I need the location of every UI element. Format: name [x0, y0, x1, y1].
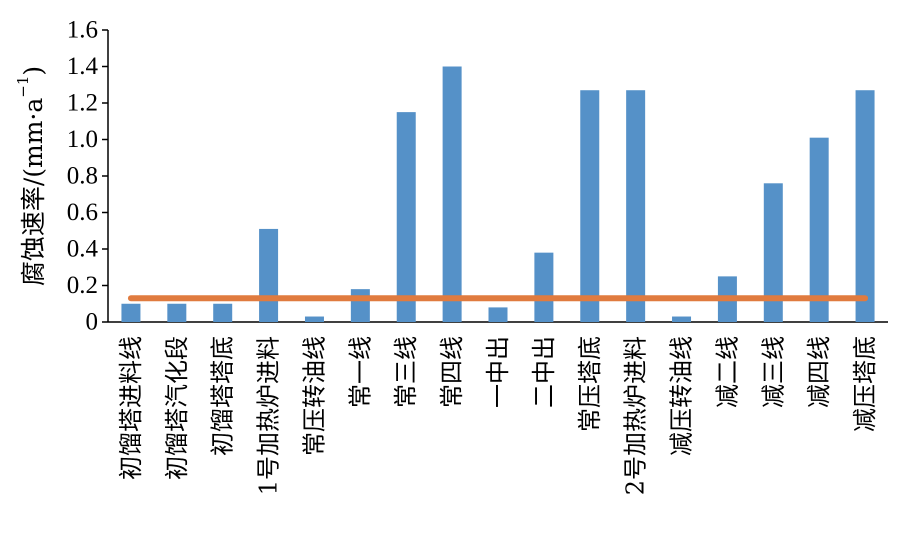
x-category-label: 初馏塔塔底 [209, 336, 237, 456]
y-axis-label-end: ) [19, 66, 48, 76]
x-category-label: 一中出 [484, 336, 512, 408]
bar [396, 112, 416, 322]
y-tick-label: 0.8 [67, 163, 98, 190]
y-tick-label: 1.0 [67, 126, 98, 153]
x-category-label: 常压转油线 [300, 336, 328, 456]
y-axis-label-base: 腐蚀速率/(mm·a [19, 98, 48, 287]
x-category-label: 减三线 [759, 336, 787, 408]
bar [809, 137, 829, 322]
y-tick-label: 0.6 [67, 199, 98, 226]
x-category-label: 常压塔底 [576, 336, 604, 432]
x-category-label: 二中出 [530, 336, 558, 408]
x-category-label: 减四线 [805, 336, 833, 408]
bar [121, 303, 141, 322]
bar [167, 303, 187, 322]
x-category-label: 2号加热炉进料 [622, 336, 650, 495]
x-category-label: 初馏塔汽化段 [163, 336, 191, 480]
y-axis-label: 腐蚀速率/(mm·a−1) [14, 66, 48, 286]
x-category-label: 常四线 [438, 336, 466, 408]
bar [213, 303, 233, 322]
x-category-label: 常三线 [392, 336, 420, 408]
bar [488, 307, 508, 322]
y-tick-label: 0.4 [67, 236, 99, 263]
x-category-label: 减压塔底 [851, 336, 879, 432]
bar [626, 90, 646, 322]
y-tick-labels: 0 0.2 0.4 0.6 0.8 1.0 1.2 1.4 1.6 [67, 17, 99, 336]
bar [534, 252, 554, 322]
x-category-label: 减压转油线 [668, 336, 696, 456]
y-tick-label: 0.2 [67, 272, 98, 299]
bar [442, 66, 462, 322]
x-category-label: 常一线 [346, 336, 374, 408]
y-tick-label: 1.4 [67, 53, 99, 80]
y-tick-label: 1.2 [67, 90, 98, 117]
bar [855, 90, 875, 322]
x-category-label: 1号加热炉进料 [255, 336, 283, 495]
x-category-label: 减二线 [713, 336, 741, 408]
bar [304, 316, 324, 322]
y-tick-label: 0 [86, 309, 99, 336]
x-category-label: 初馏塔进料线 [117, 336, 145, 480]
bar [672, 316, 692, 322]
bar [763, 183, 783, 322]
x-category-labels: 初馏塔进料线 初馏塔汽化段 初馏塔塔底 1号加热炉进料 常压转油线 常一线 常三线 常四线 一中… [117, 336, 879, 495]
y-axis-label-superscript: −1 [14, 76, 32, 98]
bars [121, 66, 875, 322]
bar [350, 289, 370, 322]
bar [580, 90, 600, 322]
bar [259, 228, 279, 322]
y-tick-label: 1.6 [67, 17, 98, 44]
